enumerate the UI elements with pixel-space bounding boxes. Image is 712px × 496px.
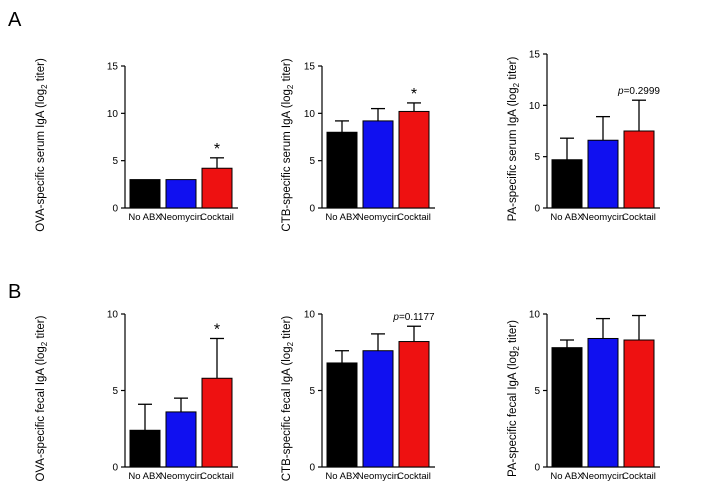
y-tick-label: 5 [112,156,118,167]
y-tick-label: 10 [529,310,541,321]
y-axis-label: CTB-specific serum IgA (log2 titer) [281,58,295,231]
y-tick-label: 10 [529,101,541,112]
significance-star: * [214,321,220,338]
p-value-label: p=0.1177 [392,312,435,323]
category-label: Cocktail [397,471,431,482]
y-tick-label: 0 [112,204,118,215]
bar-cocktail [398,341,430,468]
category-label: Cocktail [397,212,431,223]
category-label: Cocktail [200,212,234,223]
bar-neomycin [362,120,394,209]
significance-star: * [214,141,220,158]
category-label: Neomycin [582,212,624,223]
category-label: Neomycin [160,471,202,482]
category-label: No ABX [128,212,162,223]
bar-no-abx [326,131,358,209]
y-axis-label: OVA-specific serum IgA (log2 titer) [35,58,49,232]
y-tick-label: 10 [107,310,119,321]
category-label: No ABX [325,212,359,223]
y-tick-label: 5 [534,386,540,397]
bar-no-abx [129,179,161,209]
bar-neomycin [165,411,197,468]
p-value-label: p=0.2999 [617,86,660,97]
bar-neomycin [587,139,619,209]
y-axis-label: PA-specific serum IgA (log2 titer) [507,57,521,222]
y-tick-label: 5 [112,386,118,397]
category-label: Cocktail [622,212,656,223]
bar-cocktail [623,130,655,209]
y-tick-label: 15 [529,50,541,61]
category-label: No ABX [325,471,359,482]
category-label: No ABX [128,471,162,482]
y-tick-label: 15 [304,62,316,73]
category-label: Neomycin [357,471,399,482]
bar-neomycin [362,350,394,468]
bar-no-abx [129,429,161,468]
category-label: Neomycin [582,471,624,482]
y-tick-label: 0 [309,204,315,215]
y-tick-label: 0 [309,463,315,474]
y-axis-label: CTB-specific fecal IgA (log2 titer) [281,316,295,482]
bar-neomycin [587,337,619,468]
y-tick-label: 15 [107,62,119,73]
bar-cocktail [201,377,233,468]
y-tick-label: 0 [112,463,118,474]
bar-cocktail [201,167,233,209]
category-label: Cocktail [622,471,656,482]
bar-neomycin [165,179,197,209]
category-label: Cocktail [200,471,234,482]
y-tick-label: 5 [534,152,540,163]
y-tick-label: 0 [534,463,540,474]
category-label: No ABX [550,471,584,482]
panel-label-b: B [8,281,21,303]
bar-no-abx [326,362,358,468]
bar-cocktail [398,110,430,209]
y-axis-label: OVA-specific fecal IgA (log2 titer) [35,315,49,481]
category-label: No ABX [550,212,584,223]
bar-cocktail [623,339,655,468]
y-tick-label: 10 [304,310,316,321]
significance-star: * [411,86,417,103]
y-tick-label: 5 [309,386,315,397]
y-tick-label: 0 [534,204,540,215]
category-label: Neomycin [160,212,202,223]
y-tick-label: 10 [304,109,316,120]
panel-label-a: A [8,9,22,31]
bar-no-abx [551,347,583,468]
y-tick-label: 5 [309,156,315,167]
bar-no-abx [551,159,583,209]
category-label: Neomycin [357,212,399,223]
y-tick-label: 10 [107,109,119,120]
y-axis-label: PA-specific fecal IgA (log2 titer) [507,320,521,477]
